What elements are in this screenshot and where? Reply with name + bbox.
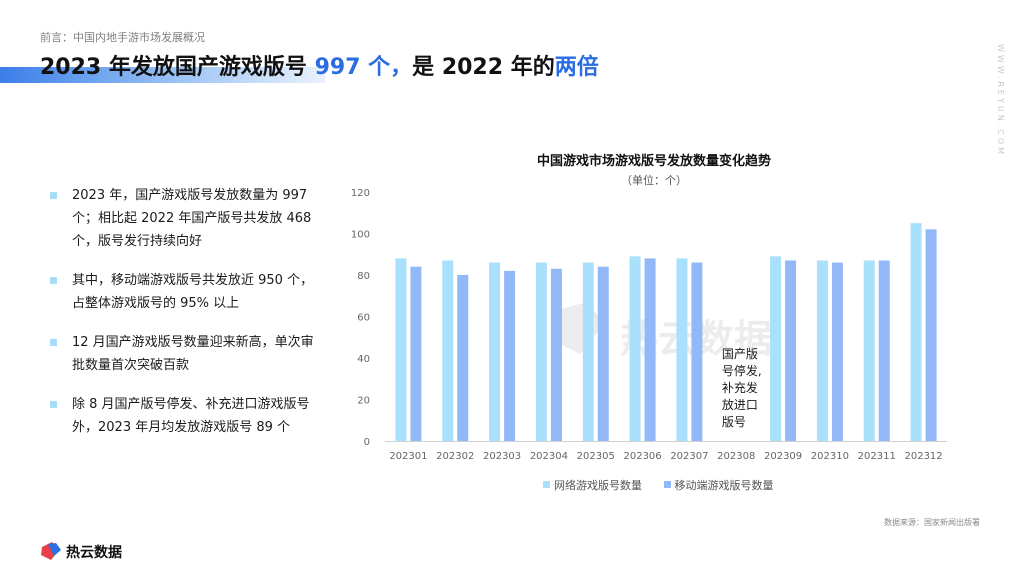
bar-mobile-202307 — [691, 262, 703, 441]
data-source: 数据来源：国家新闻出版署 — [884, 518, 980, 527]
y-tick-label: 0 — [364, 437, 370, 448]
bullet-item: 其中，移动端游戏版号共发放近 950 个，占整体游戏版号的 95% 以上 — [50, 269, 320, 315]
bullet-text: 除 8 月国产版号停发、补充进口游戏版号外，2023 年月均发放游戏版号 89 … — [72, 397, 310, 435]
legend-item-network: 网络游戏版号数量 — [543, 477, 642, 493]
bullet-marker-icon — [50, 339, 57, 346]
brand-name: 热云数据 — [66, 545, 122, 561]
bar-network-202306 — [629, 256, 641, 441]
bar-mobile-202301 — [410, 266, 422, 441]
brand-logo-icon — [41, 542, 61, 560]
chart-title: 中国游戏市场游戏版号发放数量变化趋势 — [536, 154, 771, 169]
bar-mobile-202302 — [457, 275, 469, 441]
bar-mobile-202310 — [831, 262, 843, 441]
bar-network-202312 — [910, 223, 922, 441]
bar-network-202311 — [863, 260, 875, 441]
bar-network-202307 — [676, 258, 688, 441]
x-tick-label: 202301 — [389, 451, 427, 462]
legend-label-network: 网络游戏版号数量 — [554, 479, 642, 492]
bullet-item: 12 月国产游戏版号数量迎来新高，单次审批数量首次突破百款 — [50, 331, 320, 377]
title-accent-bar — [0, 67, 325, 83]
bar-mobile-202312 — [925, 229, 937, 441]
brand-logo: 热云数据 — [40, 541, 122, 565]
bar-network-202303 — [489, 262, 501, 441]
bullet-text: 2023 年，国产游戏版号发放数量为 997个；相比起 2022 年国产版号共发… — [72, 188, 312, 249]
x-tick-label: 202311 — [858, 451, 896, 462]
annotation-text: 国产版 — [722, 347, 758, 361]
y-tick-label: 120 — [351, 188, 370, 199]
x-tick-label: 202306 — [623, 451, 661, 462]
bar-network-202302 — [442, 260, 454, 441]
bar-mobile-202303 — [504, 270, 516, 441]
x-tick-label: 202309 — [764, 451, 802, 462]
x-tick-label: 202312 — [904, 451, 942, 462]
chart-unit: （单位：个） — [621, 174, 687, 187]
y-tick-label: 100 — [351, 230, 370, 241]
y-tick-label: 40 — [357, 354, 370, 365]
bar-chart: 0 20 40 60 80 100 120 202301 202302 202303 202304 2… — [351, 188, 947, 462]
x-tick-label: 202303 — [483, 451, 521, 462]
bar-mobile-202311 — [878, 260, 890, 441]
x-tick-label: 202302 — [436, 451, 474, 462]
title-highlight-double: 两倍 — [554, 55, 599, 80]
bar-network-202301 — [395, 258, 407, 441]
x-tick-label: 202304 — [530, 451, 568, 462]
bar-network-202309 — [770, 256, 782, 441]
x-tick-label: 202308 — [717, 451, 755, 462]
annotation-text: 版号 — [722, 415, 746, 429]
bar-network-202310 — [816, 260, 828, 441]
side-website-text: WWW.REYUN.COM — [996, 44, 1005, 158]
legend-item-mobile: 移动端游戏版号数量 — [663, 477, 774, 493]
bullet-marker-icon — [50, 277, 57, 284]
bullet-marker-icon — [50, 192, 57, 199]
annotation-text: 号停发, — [722, 363, 762, 378]
bar-mobile-202309 — [785, 260, 797, 441]
bar-network-202304 — [535, 262, 547, 441]
title-highlight-count: 997 个， — [314, 55, 413, 80]
x-tick-label: 202307 — [670, 451, 708, 462]
legend-label-mobile: 移动端游戏版号数量 — [674, 479, 774, 492]
bullet-text: 12 月国产游戏版号数量迎来新高，单次审批数量首次突破百款 — [72, 335, 314, 373]
annotation-text: 补充发 — [722, 380, 758, 395]
bar-mobile-202306 — [644, 258, 656, 441]
title-part2: 是 2022 年的 — [412, 55, 555, 80]
bar-mobile-202305 — [597, 266, 609, 441]
y-tick-label: 20 — [357, 396, 370, 407]
annotation-text: 放进口 — [722, 397, 758, 412]
chart-legend: 网络游戏版号数量 移动端游戏版号数量 — [543, 477, 792, 493]
x-tick-label: 202305 — [577, 451, 615, 462]
bullet-item: 2023 年，国产游戏版号发放数量为 997个；相比起 2022 年国产版号共发… — [50, 184, 320, 253]
bar-network-202305 — [582, 262, 594, 441]
title-part1: 2023 年发放国产游戏版号 — [40, 55, 315, 80]
breadcrumb: 前言：中国内地手游市场发展概况 — [40, 31, 205, 44]
y-tick-label: 60 — [357, 313, 370, 324]
bar-mobile-202304 — [550, 268, 562, 441]
bullet-item: 除 8 月国产版号停发、补充进口游戏版号外，2023 年月均发放游戏版号 89 … — [50, 393, 320, 439]
page-title: 2023 年发放国产游戏版号 997 个，是 2022 年的两倍 — [40, 49, 599, 81]
bullet-text: 其中，移动端游戏版号共发放近 950 个，占整体游戏版号的 95% 以上 — [72, 273, 314, 311]
legend-swatch-network — [543, 481, 550, 488]
y-tick-label: 80 — [357, 271, 370, 282]
x-tick-label: 202310 — [811, 451, 849, 462]
legend-swatch-mobile — [663, 481, 671, 488]
bullet-marker-icon — [50, 401, 57, 408]
bullet-list: 2023 年，国产游戏版号发放数量为 997个；相比起 2022 年国产版号共发… — [50, 184, 320, 455]
